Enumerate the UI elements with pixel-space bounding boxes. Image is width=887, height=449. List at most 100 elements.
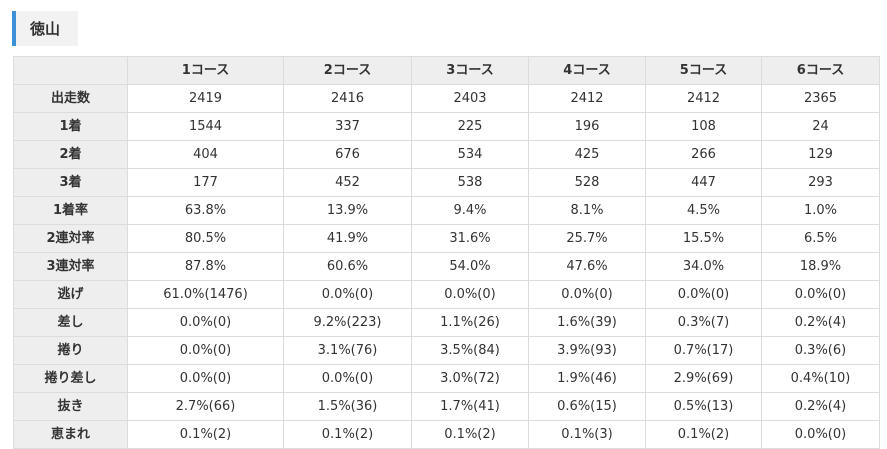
- table-cell: 61.0%(1476): [127, 280, 284, 309]
- table-cell: 0.2%(4): [761, 392, 880, 421]
- row-label: 1着率: [13, 196, 128, 225]
- table-cell: 31.6%: [411, 224, 529, 253]
- table-row: 2着 404 676 534 425 266 129: [13, 140, 880, 169]
- table-cell: 0.1%(2): [411, 420, 529, 449]
- table-cell: 0.7%(17): [645, 336, 762, 365]
- table-cell: 108: [645, 112, 762, 141]
- table-cell: 34.0%: [645, 252, 762, 281]
- table-cell: 0.3%(7): [645, 308, 762, 337]
- row-label: 恵まれ: [13, 420, 128, 449]
- table-cell: 528: [528, 168, 646, 197]
- table-cell: 2403: [411, 84, 529, 113]
- table-cell: 4.5%: [645, 196, 762, 225]
- table-cell: 1.7%(41): [411, 392, 529, 421]
- table-cell: 129: [761, 140, 880, 169]
- table-cell: 1.0%: [761, 196, 880, 225]
- table-cell: 2365: [761, 84, 880, 113]
- table-cell: 1.1%(26): [411, 308, 529, 337]
- row-label: 2連対率: [13, 224, 128, 253]
- table-cell: 196: [528, 112, 646, 141]
- table-cell: 47.6%: [528, 252, 646, 281]
- table-row: 捲り差し 0.0%(0) 0.0%(0) 3.0%(72) 1.9%(46) 2.9%(6…: [13, 364, 880, 393]
- column-header-course-2: 2コース: [283, 56, 412, 85]
- table-cell: 63.8%: [127, 196, 284, 225]
- row-label: 差し: [13, 308, 128, 337]
- table-cell: 41.9%: [283, 224, 412, 253]
- table-cell: 9.2%(223): [283, 308, 412, 337]
- table-cell: 18.9%: [761, 252, 880, 281]
- table-row: 捲り 0.0%(0) 3.1%(76) 3.5%(84) 3.9%(93) 0.7%(17…: [13, 336, 880, 365]
- table-cell: 293: [761, 168, 880, 197]
- column-header-course-3: 3コース: [411, 56, 529, 85]
- table-cell: 1.5%(36): [283, 392, 412, 421]
- table-cell: 1.6%(39): [528, 308, 646, 337]
- row-label: 捲り: [13, 336, 128, 365]
- table-cell: 2.9%(69): [645, 364, 762, 393]
- column-header-course-6: 6コース: [761, 56, 880, 85]
- row-label: 2着: [13, 140, 128, 169]
- table-cell: 0.0%(0): [761, 420, 880, 449]
- table-cell: 3.9%(93): [528, 336, 646, 365]
- table-cell: 0.0%(0): [127, 364, 284, 393]
- table-row: 逃げ 61.0%(1476) 0.0%(0) 0.0%(0) 0.0%(0) 0.0%(0…: [13, 280, 880, 309]
- row-label: 捲り差し: [13, 364, 128, 393]
- column-header-course-4: 4コース: [528, 56, 646, 85]
- table-cell: 0.0%(0): [127, 336, 284, 365]
- table-cell: 0.0%(0): [411, 280, 529, 309]
- row-label: 3着: [13, 168, 128, 197]
- table-body: 出走数 2419 2416 2403 2412 2412 2365 1着 1544 337 225 1…: [13, 84, 880, 449]
- table-cell: 0.0%(0): [645, 280, 762, 309]
- table-cell: 225: [411, 112, 529, 141]
- table-cell: 8.1%: [528, 196, 646, 225]
- table-row: 3着 177 452 538 528 447 293: [13, 168, 880, 197]
- table-cell: 538: [411, 168, 529, 197]
- table-cell: 0.1%(3): [528, 420, 646, 449]
- table-cell: 425: [528, 140, 646, 169]
- table-cell: 0.6%(15): [528, 392, 646, 421]
- table-row: 1着 1544 337 225 196 108 24: [13, 112, 880, 141]
- table-cell: 0.2%(4): [761, 308, 880, 337]
- table-cell: 3.5%(84): [411, 336, 529, 365]
- table-cell: 177: [127, 168, 284, 197]
- table-cell: 404: [127, 140, 284, 169]
- table-cell: 452: [283, 168, 412, 197]
- table-cell: 25.7%: [528, 224, 646, 253]
- table-row: 出走数 2419 2416 2403 2412 2412 2365: [13, 84, 880, 113]
- table-cell: 676: [283, 140, 412, 169]
- table-cell: 9.4%: [411, 196, 529, 225]
- row-label: 抜き: [13, 392, 128, 421]
- table-cell: 1.9%(46): [528, 364, 646, 393]
- table-cell: 0.1%(2): [645, 420, 762, 449]
- table-cell: 0.3%(6): [761, 336, 880, 365]
- table-row: 差し 0.0%(0) 9.2%(223) 1.1%(26) 1.6%(39) 0.3%(7…: [13, 308, 880, 337]
- table-cell: 2419: [127, 84, 284, 113]
- table-cell: 6.5%: [761, 224, 880, 253]
- table-cell: 0.5%(13): [645, 392, 762, 421]
- table-cell: 0.1%(2): [127, 420, 284, 449]
- table-row: 2連対率 80.5% 41.9% 31.6% 25.7% 15.5% 6.5%: [13, 224, 880, 253]
- table-cell: 534: [411, 140, 529, 169]
- table-row: 1着率 63.8% 13.9% 9.4% 8.1% 4.5% 1.0%: [13, 196, 880, 225]
- table-cell: 0.1%(2): [283, 420, 412, 449]
- table-cell: 15.5%: [645, 224, 762, 253]
- course-stats-table: 1コース 2コース 3コース 4コース 5コース 6コース 出走数 2419 241…: [13, 56, 880, 449]
- header-corner-cell: [13, 56, 128, 85]
- table-cell: 337: [283, 112, 412, 141]
- table-cell: 1544: [127, 112, 284, 141]
- table-cell: 80.5%: [127, 224, 284, 253]
- table-cell: 60.6%: [283, 252, 412, 281]
- table-cell: 0.4%(10): [761, 364, 880, 393]
- table-row: 恵まれ 0.1%(2) 0.1%(2) 0.1%(2) 0.1%(3) 0.1%(2) 0.…: [13, 420, 880, 449]
- table-row: 抜き 2.7%(66) 1.5%(36) 1.7%(41) 0.6%(15) 0.5%(1…: [13, 392, 880, 421]
- table-cell: 2412: [528, 84, 646, 113]
- table-cell: 0.0%(0): [761, 280, 880, 309]
- row-label: 逃げ: [13, 280, 128, 309]
- table-cell: 2412: [645, 84, 762, 113]
- section-title: 徳山: [30, 20, 61, 38]
- table-header-row: 1コース 2コース 3コース 4コース 5コース 6コース: [13, 56, 880, 85]
- table-cell: 3.1%(76): [283, 336, 412, 365]
- table-cell: 13.9%: [283, 196, 412, 225]
- row-label: 出走数: [13, 84, 128, 113]
- table-cell: 2416: [283, 84, 412, 113]
- section-heading: 徳山: [12, 11, 78, 46]
